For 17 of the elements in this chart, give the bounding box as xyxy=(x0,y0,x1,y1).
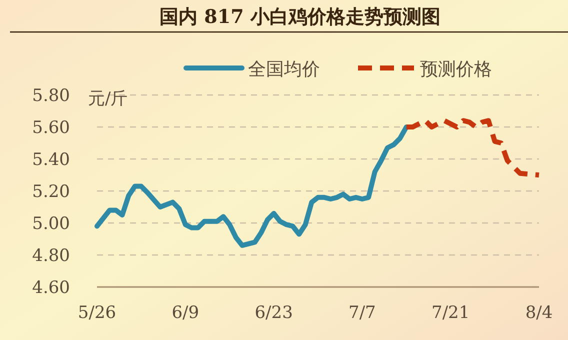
x-tick-label: 8/4 xyxy=(525,303,553,323)
y-tick-label: 5.80 xyxy=(32,86,70,106)
y-tick-label: 5.40 xyxy=(32,150,70,170)
x-tick-label: 7/21 xyxy=(432,303,470,323)
x-tick-label: 6/9 xyxy=(172,303,200,323)
y-axis-title: 元/斤 xyxy=(88,89,128,109)
y-tick-label: 5.20 xyxy=(32,182,70,202)
legend-label: 预测价格 xyxy=(420,59,492,80)
x-tick-label: 7/7 xyxy=(348,303,376,323)
y-tick-label: 4.60 xyxy=(32,278,70,298)
chart-title: 国内 817 小白鸡价格走势预测图 xyxy=(160,6,440,28)
y-tick-label: 4.80 xyxy=(32,246,70,266)
y-tick-label: 5.60 xyxy=(32,118,70,138)
x-tick-label: 6/23 xyxy=(254,303,293,323)
legend-label: 全国均价 xyxy=(248,59,320,80)
x-tick-label: 5/26 xyxy=(78,303,116,323)
y-tick-label: 5.00 xyxy=(32,214,70,234)
